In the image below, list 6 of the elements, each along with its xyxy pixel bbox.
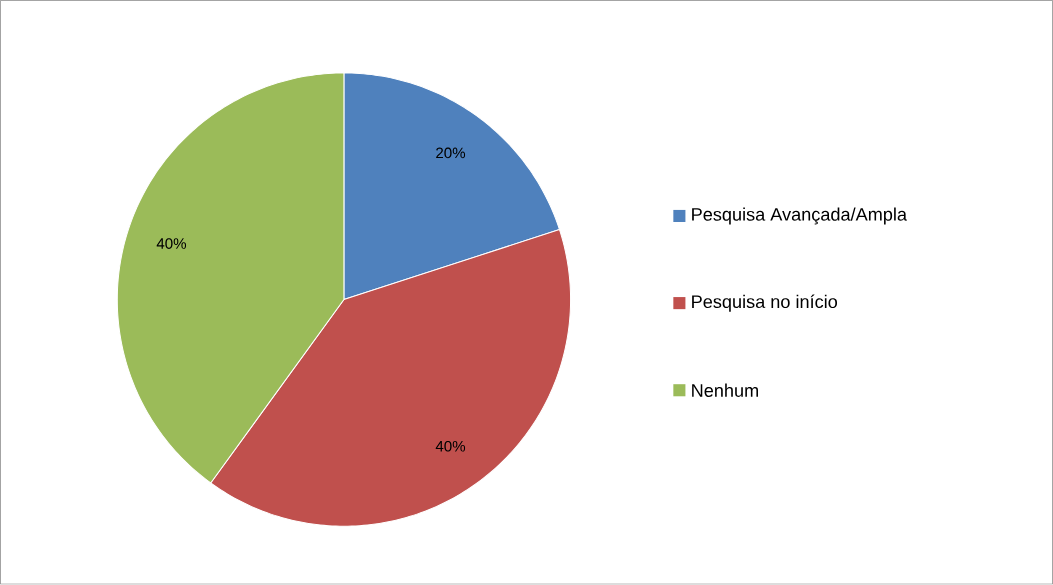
legend-label: Nenhum <box>692 383 758 398</box>
data-label: 20% <box>436 147 466 159</box>
legend-label: Pesquisa no início <box>692 294 838 312</box>
data-label: 40% <box>156 238 187 250</box>
data-label: 40% <box>435 441 466 452</box>
legend-label: Pesquisa Avançada/Ampla <box>692 207 908 225</box>
